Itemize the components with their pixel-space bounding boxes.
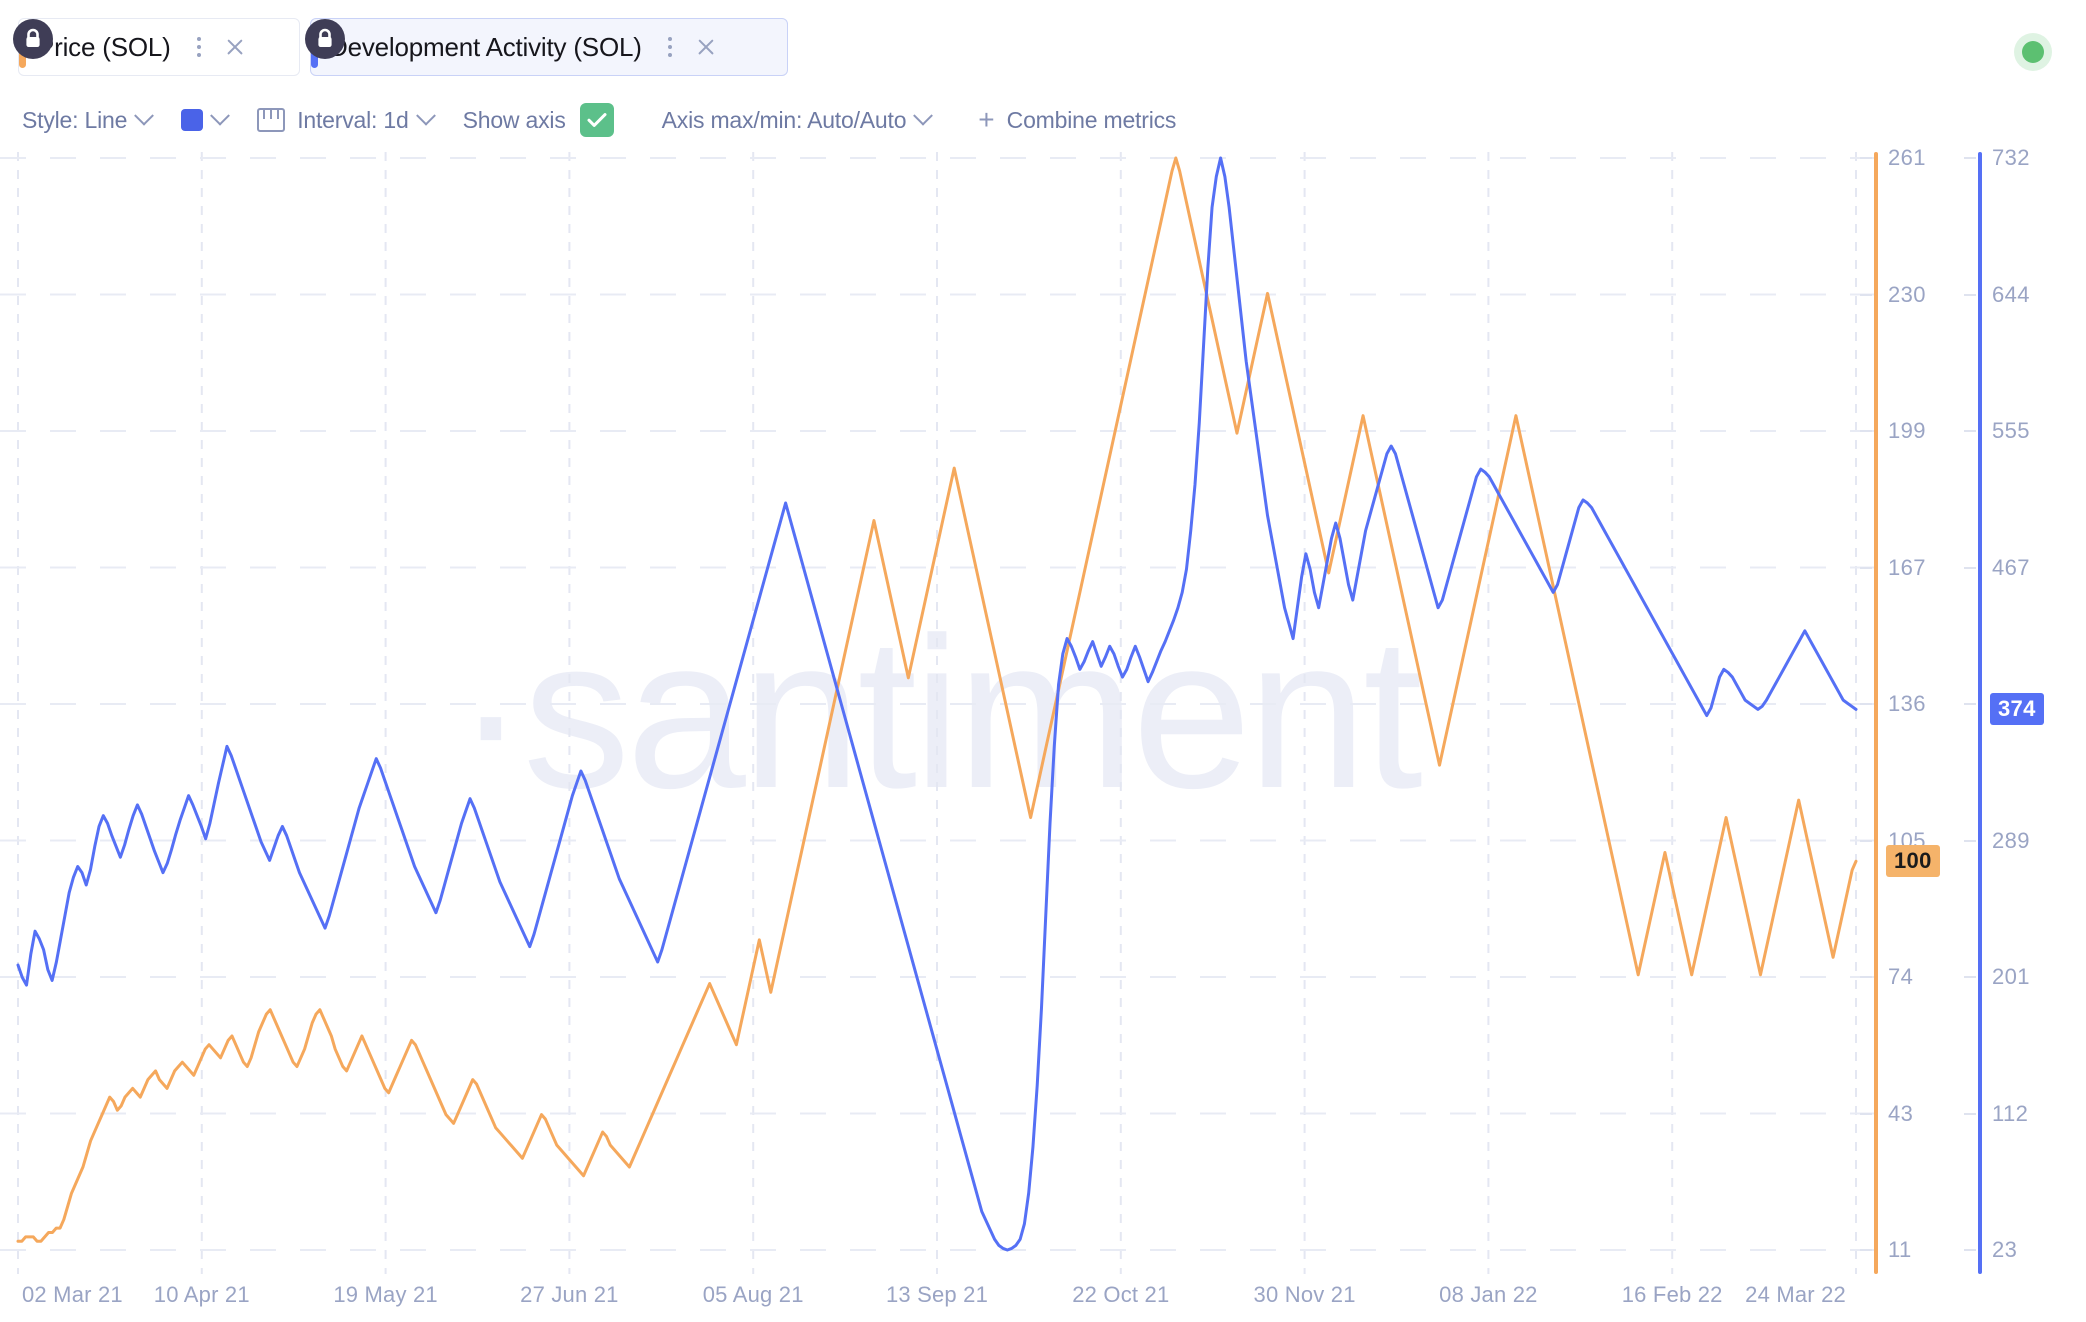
metric-tab-price[interactable]: Price (SOL) [13,18,300,76]
y-axis-tick-label: 199 [1888,418,1926,443]
y-axis-tick-mark [1860,1112,1872,1115]
metric-tab-label: Development Activity (SOL) [329,31,642,62]
y-axis-tick-mark [1860,976,1872,978]
x-axis-tick-label: 19 May 21 [333,1282,438,1307]
y-axis-tick-mark [1964,566,1976,569]
show-axis-toggle[interactable]: Show axis [463,98,614,142]
y-axis-price[interactable]: 261 230 199 167 136 105 74 43 11 100 [1860,145,1940,1274]
x-axis-tick-label: 05 Aug 21 [702,1282,804,1307]
y-axis-tick-label: 43 [1888,1100,1914,1126]
chart-plot-area[interactable]: ·santiment [0,152,1874,1274]
lock-icon [13,19,53,59]
y-axis-tick-mark [1964,1249,1976,1251]
y-axis-tick-mark [1964,839,1976,842]
x-axis-tick-label: 16 Feb 22 [1621,1282,1723,1307]
x-axis-labels: 02 Mar 21 10 Apr 21 19 May 21 27 Jun 21 05 A… [0,1282,2086,1322]
y-axis-tick-label: 23 [1992,1237,2018,1262]
y-axis-tick-mark [1964,976,1976,978]
chevron-down-icon [913,105,934,126]
series-line-price [16,156,1858,1243]
y-axis-tick-label: 732 [1992,145,2030,170]
interval-selector[interactable]: Interval: 1d [257,98,436,142]
kebab-menu-icon[interactable] [189,34,209,60]
y-axis-tick-label: 289 [1992,827,2030,853]
x-axis-tick-label: 22 Oct 21 [1072,1282,1170,1307]
interval-label: Interval: 1d [297,106,409,133]
y-axis-development-activity-line [1978,152,1982,1274]
y-axis-tick-mark [1964,1112,1976,1115]
status-indicator [2014,33,2052,71]
chart-gridlines [0,152,1874,1274]
y-axis-tick-label: 167 [1888,554,1926,580]
online-dot-icon [2022,41,2044,63]
y-axis-tick-mark [1964,703,1976,705]
combine-metrics-button[interactable]: + Combine metrics [978,98,1176,142]
chart-svg [0,152,1874,1274]
y-axis-tick-label: 261 [1888,145,1926,170]
x-axis-tick-label: 24 Mar 22 [1745,1282,1846,1307]
y-axis-tick-mark [1964,430,1976,432]
price-current-value-badge: 100 [1886,845,1940,878]
axis-minmax-selector[interactable]: Axis max/min: Auto/Auto [661,98,934,142]
y-axis-tick-label: 230 [1888,281,1926,307]
chevron-down-icon [415,105,436,126]
close-icon[interactable] [692,33,720,61]
x-axis-tick-label: 02 Mar 21 [22,1282,123,1307]
y-axis-tick-mark [1860,157,1872,159]
chevron-down-icon [210,105,231,126]
x-axis-tick-label: 13 Sep 21 [885,1282,989,1307]
y-axis-tick-mark [1860,703,1872,705]
show-axis-label: Show axis [462,106,566,133]
x-axis-tick-label: 27 Jun 21 [520,1282,619,1307]
y-axis-tick-mark [1860,839,1872,842]
metric-tab-bar: Price (SOL) Development Activity (SOL) [0,0,2086,88]
y-axis-tick-label: 467 [1992,554,2030,580]
y-axis-tick-label: 555 [1992,418,2030,443]
y-axis-tick-mark [1860,430,1872,432]
axis-minmax-label: Axis max/min: Auto/Auto [661,106,907,133]
kebab-menu-icon[interactable] [660,34,680,60]
metric-tab-development-activity[interactable]: Development Activity (SOL) [305,18,788,76]
y-axis-tick-label: 201 [1992,964,2030,989]
chart-toolbar: Style: Line Interval: 1d Show axis Axis … [0,96,1206,144]
style-selector[interactable]: Style: Line [22,98,155,142]
y-axis-tick-label: 11 [1888,1237,1912,1262]
y-axis-development-activity[interactable]: 73264455546737428920111223 374 [1964,145,2044,1274]
y-axis-tick-label: 74 [1888,964,1914,989]
series-line-development-activity [16,156,1858,1252]
metric-tab-label: Price (SOL) [37,31,171,62]
color-selector[interactable] [181,98,231,142]
development-activity-current-value-badge: 374 [1990,693,2044,726]
lock-icon [305,19,345,59]
close-icon[interactable] [221,33,249,61]
y-axis-tick-mark [1860,1249,1872,1251]
y-axis-tick-label: 136 [1888,691,1926,716]
y-axis-tick-mark [1860,566,1872,569]
plus-icon: + [978,104,995,135]
y-axis-tick-label: 112 [1992,1100,2029,1126]
x-axis-tick-label: 10 Apr 21 [153,1282,250,1307]
style-label: Style: Line [22,106,128,133]
y-axis-tick-mark [1860,293,1872,296]
x-axis-tick-label: 30 Nov 21 [1253,1282,1356,1307]
y-axis-tick-mark [1964,157,1976,159]
x-axis-tick-label: 08 Jan 22 [1439,1282,1538,1307]
color-swatch-icon [181,109,204,131]
checkbox-checked-icon[interactable] [579,103,614,137]
combine-metrics-label: Combine metrics [1006,106,1177,133]
interval-ruler-icon [257,108,286,132]
y-axis-price-line [1874,152,1878,1274]
y-axis-tick-mark [1964,293,1976,296]
chevron-down-icon [134,105,155,126]
y-axis-tick-label: 644 [1992,281,2030,307]
